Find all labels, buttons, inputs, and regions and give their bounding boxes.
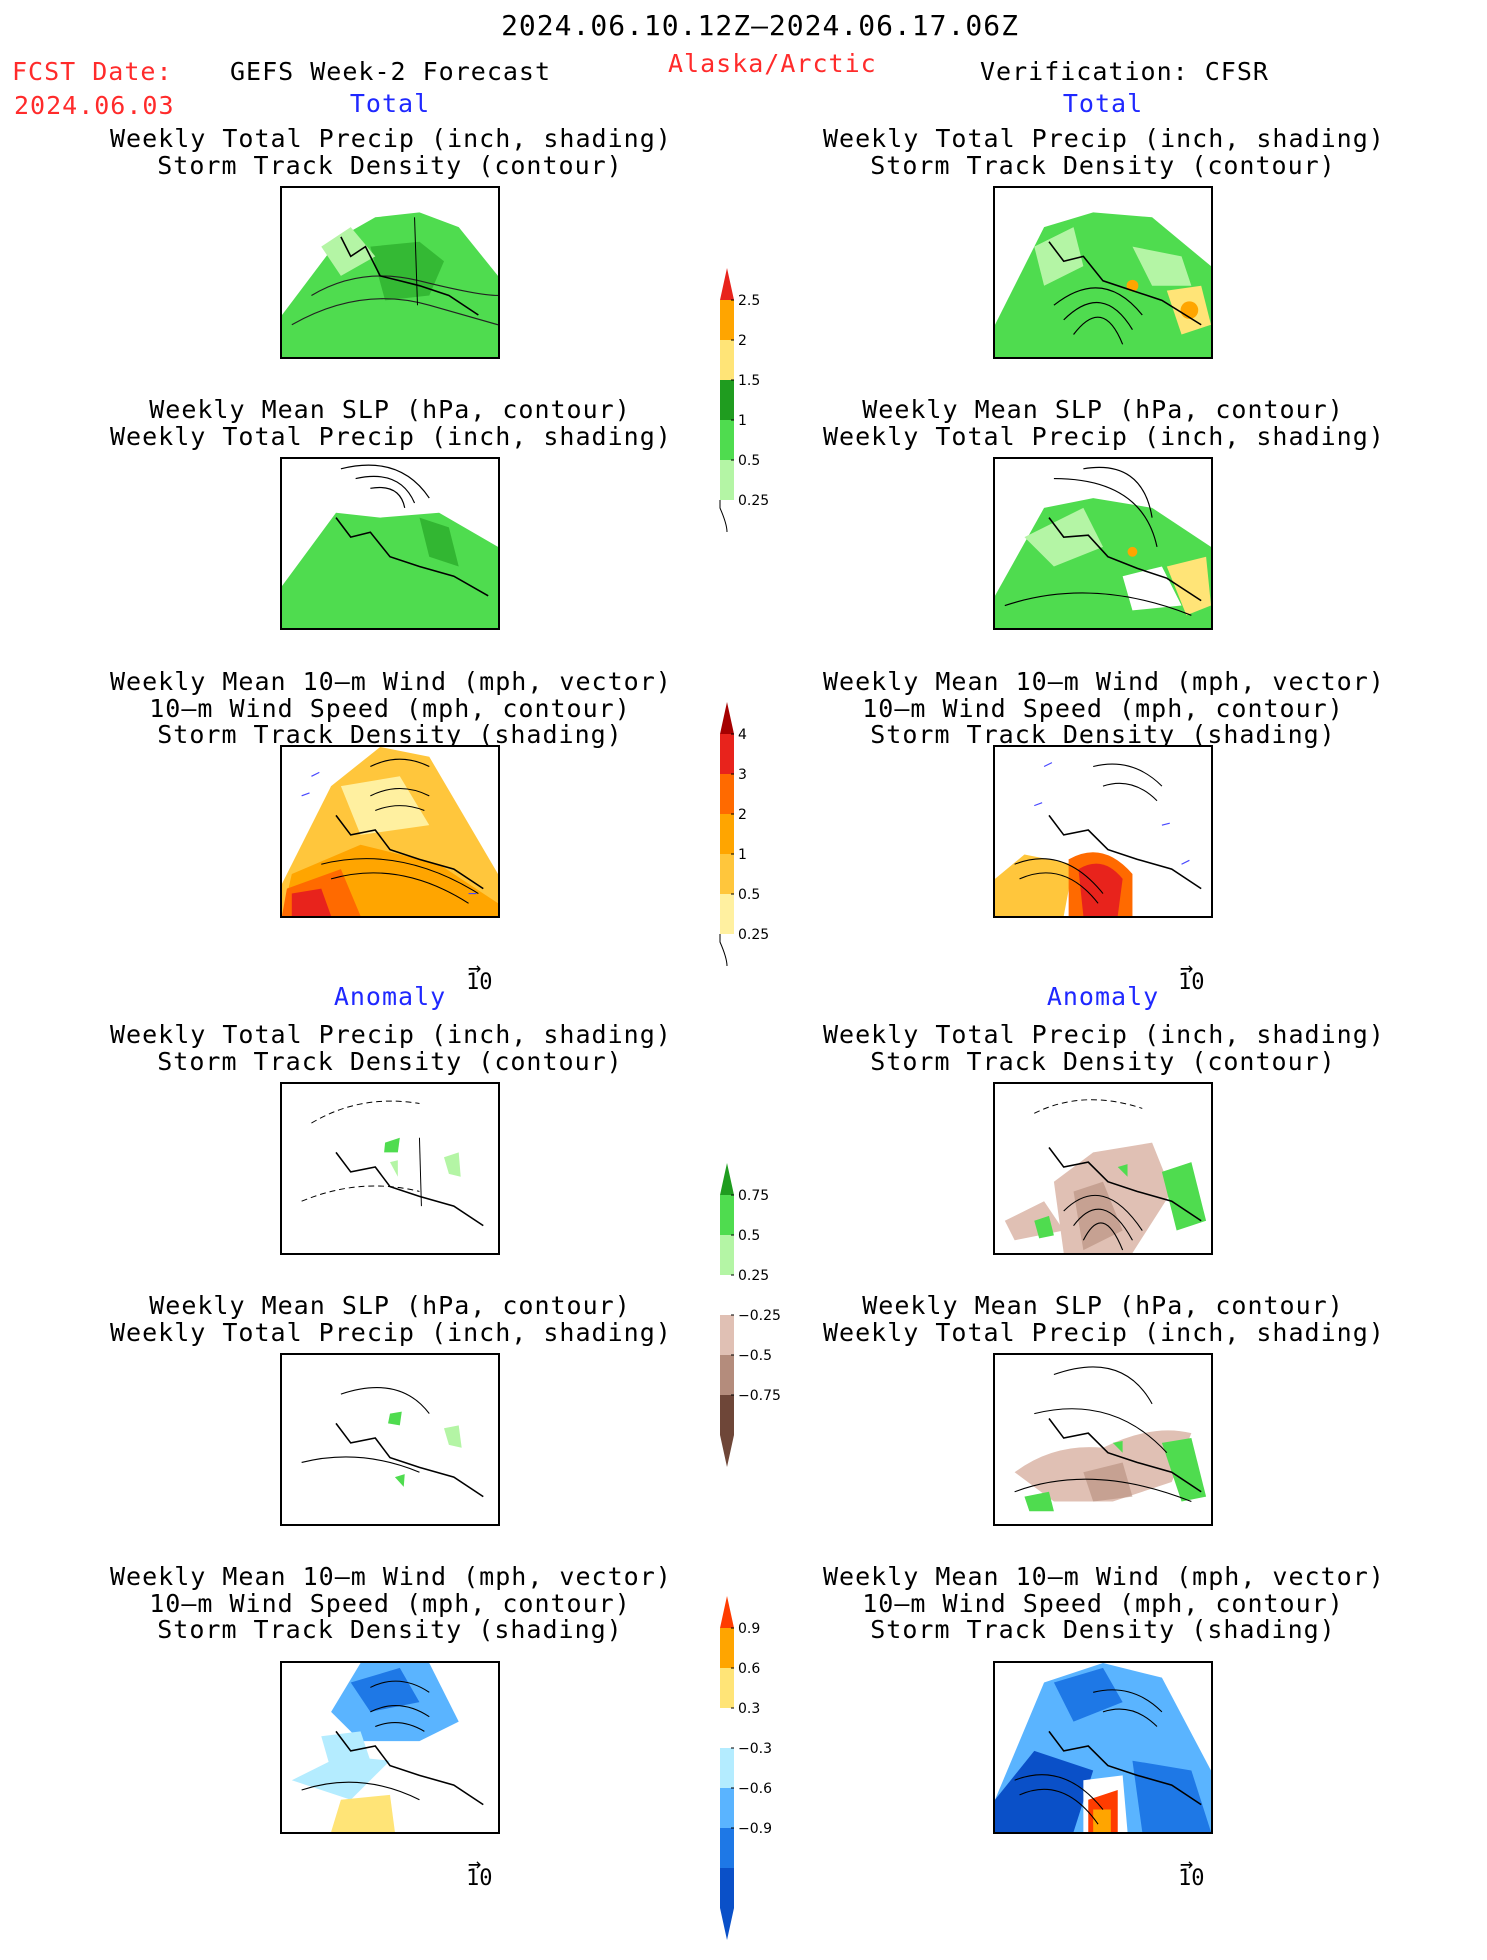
title-slp-total-right: Weekly Mean SLP (hPa, contour) Weekly Tot… bbox=[823, 395, 1385, 451]
fcst-date-value: 2024.06.03 bbox=[14, 91, 175, 120]
map-precip-anom-right bbox=[993, 1082, 1213, 1255]
colorbar-tick-label: 2 bbox=[738, 807, 747, 823]
colorbar-tick-label: 0.5 bbox=[738, 1228, 760, 1244]
colorbar-segment bbox=[720, 1395, 734, 1435]
colorbar-tick-label: 4 bbox=[738, 727, 747, 743]
verification-title: Verification: CFSR bbox=[980, 57, 1269, 86]
map-wind-anom-right bbox=[993, 1661, 1213, 1834]
colorbar-segment bbox=[720, 340, 734, 380]
section-anomaly-right: Anomaly bbox=[1046, 982, 1160, 1011]
vector-key-3: → 10 bbox=[466, 1852, 493, 1891]
colorbar-segment bbox=[720, 1628, 734, 1668]
colorbar-segment bbox=[720, 774, 734, 814]
section-total-left: Total bbox=[349, 89, 431, 118]
title-precip-anom-left: Weekly Total Precip (inch, shading) Storm… bbox=[110, 1020, 672, 1076]
colorbar-segment bbox=[720, 1788, 734, 1828]
colorbar-tick-label: 0.3 bbox=[738, 1701, 760, 1717]
colorbar-tick-label: −0.6 bbox=[738, 1781, 772, 1797]
valid-period: 2024.06.10.12Z–2024.06.17.06Z bbox=[501, 9, 1019, 42]
colorbar-segment bbox=[720, 1235, 734, 1275]
map-slp-total-right bbox=[993, 457, 1213, 630]
colorbar-segment bbox=[720, 300, 734, 340]
colorbar-segment bbox=[720, 1355, 734, 1395]
colorbar-segment bbox=[720, 1668, 734, 1708]
title-wind-anom-right: Weekly Mean 10–m Wind (mph, vector) 10–m … bbox=[823, 1562, 1385, 1644]
fcst-date-label: FCST Date: bbox=[12, 57, 173, 86]
vector-key-1: → 10 bbox=[466, 956, 493, 995]
colorbar-tick-label: 1.5 bbox=[738, 373, 760, 389]
section-anomaly-left: Anomaly bbox=[333, 982, 447, 1011]
colorbar-tick-label: 0.5 bbox=[738, 887, 760, 903]
colorbar-bottom-cap bbox=[720, 1435, 734, 1467]
colorbar-segment bbox=[720, 1748, 734, 1788]
map-slp-anom-left bbox=[280, 1353, 500, 1526]
colorbar-segment bbox=[720, 420, 734, 460]
title-wind-total-right: Weekly Mean 10–m Wind (mph, vector) 10–m … bbox=[823, 667, 1385, 749]
colorbar-tick-label: −0.9 bbox=[738, 1821, 772, 1837]
colorbar-segment bbox=[720, 1195, 734, 1235]
map-precip-total-right bbox=[993, 186, 1213, 359]
colorbar-tick-label: 0.6 bbox=[738, 1661, 760, 1677]
title-precip-total-left: Weekly Total Precip (inch, shading) Storm… bbox=[110, 124, 672, 180]
title-slp-anom-left: Weekly Mean SLP (hPa, contour) Weekly Tot… bbox=[110, 1291, 672, 1347]
section-total-right: Total bbox=[1062, 89, 1144, 118]
map-slp-total-left bbox=[280, 457, 500, 630]
map-precip-total-left bbox=[280, 186, 500, 359]
colorbar-segment bbox=[720, 1828, 734, 1868]
colorbar-segment bbox=[720, 854, 734, 894]
colorbar-segment bbox=[720, 1868, 734, 1908]
colorbar-tick-label: −0.5 bbox=[738, 1348, 772, 1364]
map-wind-total-left bbox=[280, 745, 500, 918]
title-precip-total-right: Weekly Total Precip (inch, shading) Storm… bbox=[823, 124, 1385, 180]
colorbar-segment bbox=[720, 1708, 734, 1748]
colorbar-segment bbox=[720, 1315, 734, 1355]
colorbar-tick-label: 0.25 bbox=[738, 493, 769, 509]
colorbar-top-cap bbox=[720, 1163, 734, 1195]
model-title: GEFS Week-2 Forecast bbox=[230, 57, 552, 86]
colorbar-tick-label: 0.75 bbox=[738, 1188, 769, 1204]
map-wind-anom-left bbox=[280, 1661, 500, 1834]
colorbar-tick-label: −0.25 bbox=[738, 1308, 781, 1324]
colorbar-bottom-cap bbox=[720, 1908, 734, 1940]
colorbar-tick-label: 3 bbox=[738, 767, 747, 783]
colorbar-segment bbox=[720, 460, 734, 500]
title-precip-anom-right: Weekly Total Precip (inch, shading) Storm… bbox=[823, 1020, 1385, 1076]
colorbar-tick-label: 2 bbox=[738, 333, 747, 349]
colorbar-segment bbox=[720, 894, 734, 934]
colorbar-tick-label: 1 bbox=[738, 847, 747, 863]
colorbar-tick-label: 0.25 bbox=[738, 927, 769, 943]
vector-key-2: → 10 bbox=[1178, 956, 1205, 995]
colorbar-storm-total: 4 3 2 1 0.5 0.25 bbox=[719, 702, 800, 986]
colorbar-tick-label: 0.9 bbox=[738, 1621, 760, 1637]
colorbar-top-cap bbox=[720, 268, 734, 300]
colorbar-storm-anomaly: 0.9 0.6 0.3 −0.3 −0.6 −0.9 bbox=[720, 1596, 800, 1960]
colorbar-precip-total: 2.5 2 1.5 1 0.5 0.25 bbox=[719, 268, 800, 552]
colorbar-bottom-tail bbox=[719, 500, 728, 533]
colorbar-segment bbox=[720, 734, 734, 774]
colorbar-tick-label: 0.25 bbox=[738, 1268, 769, 1284]
title-wind-total-left: Weekly Mean 10–m Wind (mph, vector) 10–m … bbox=[110, 667, 672, 749]
colorbar-segment bbox=[720, 380, 734, 420]
colorbar-tick-label: −0.3 bbox=[738, 1741, 772, 1757]
colorbar-segment bbox=[720, 1275, 734, 1315]
title-slp-total-left: Weekly Mean SLP (hPa, contour) Weekly Tot… bbox=[110, 395, 672, 451]
title-slp-anom-right: Weekly Mean SLP (hPa, contour) Weekly Tot… bbox=[823, 1291, 1385, 1347]
colorbar-tick-label: 0.5 bbox=[738, 453, 760, 469]
map-wind-total-right bbox=[993, 745, 1213, 918]
colorbar-top-cap bbox=[720, 702, 734, 734]
colorbar-precip-anomaly: 0.75 0.5 0.25 −0.25 −0.5 −0.75 bbox=[720, 1163, 800, 1487]
map-slp-anom-right bbox=[993, 1353, 1213, 1526]
colorbar-bottom-tail bbox=[719, 934, 728, 967]
vector-key-4: → 10 bbox=[1178, 1852, 1205, 1891]
colorbar-tick-label: 2.5 bbox=[738, 293, 760, 309]
colorbar-tick-label: −0.75 bbox=[738, 1388, 781, 1404]
colorbar-segment bbox=[720, 814, 734, 854]
colorbar-top-cap bbox=[720, 1596, 734, 1628]
region-title: Alaska/Arctic bbox=[668, 49, 877, 78]
title-wind-anom-left: Weekly Mean 10–m Wind (mph, vector) 10–m … bbox=[110, 1562, 672, 1644]
colorbar-tick-label: 1 bbox=[738, 413, 747, 429]
map-precip-anom-left bbox=[280, 1082, 500, 1255]
